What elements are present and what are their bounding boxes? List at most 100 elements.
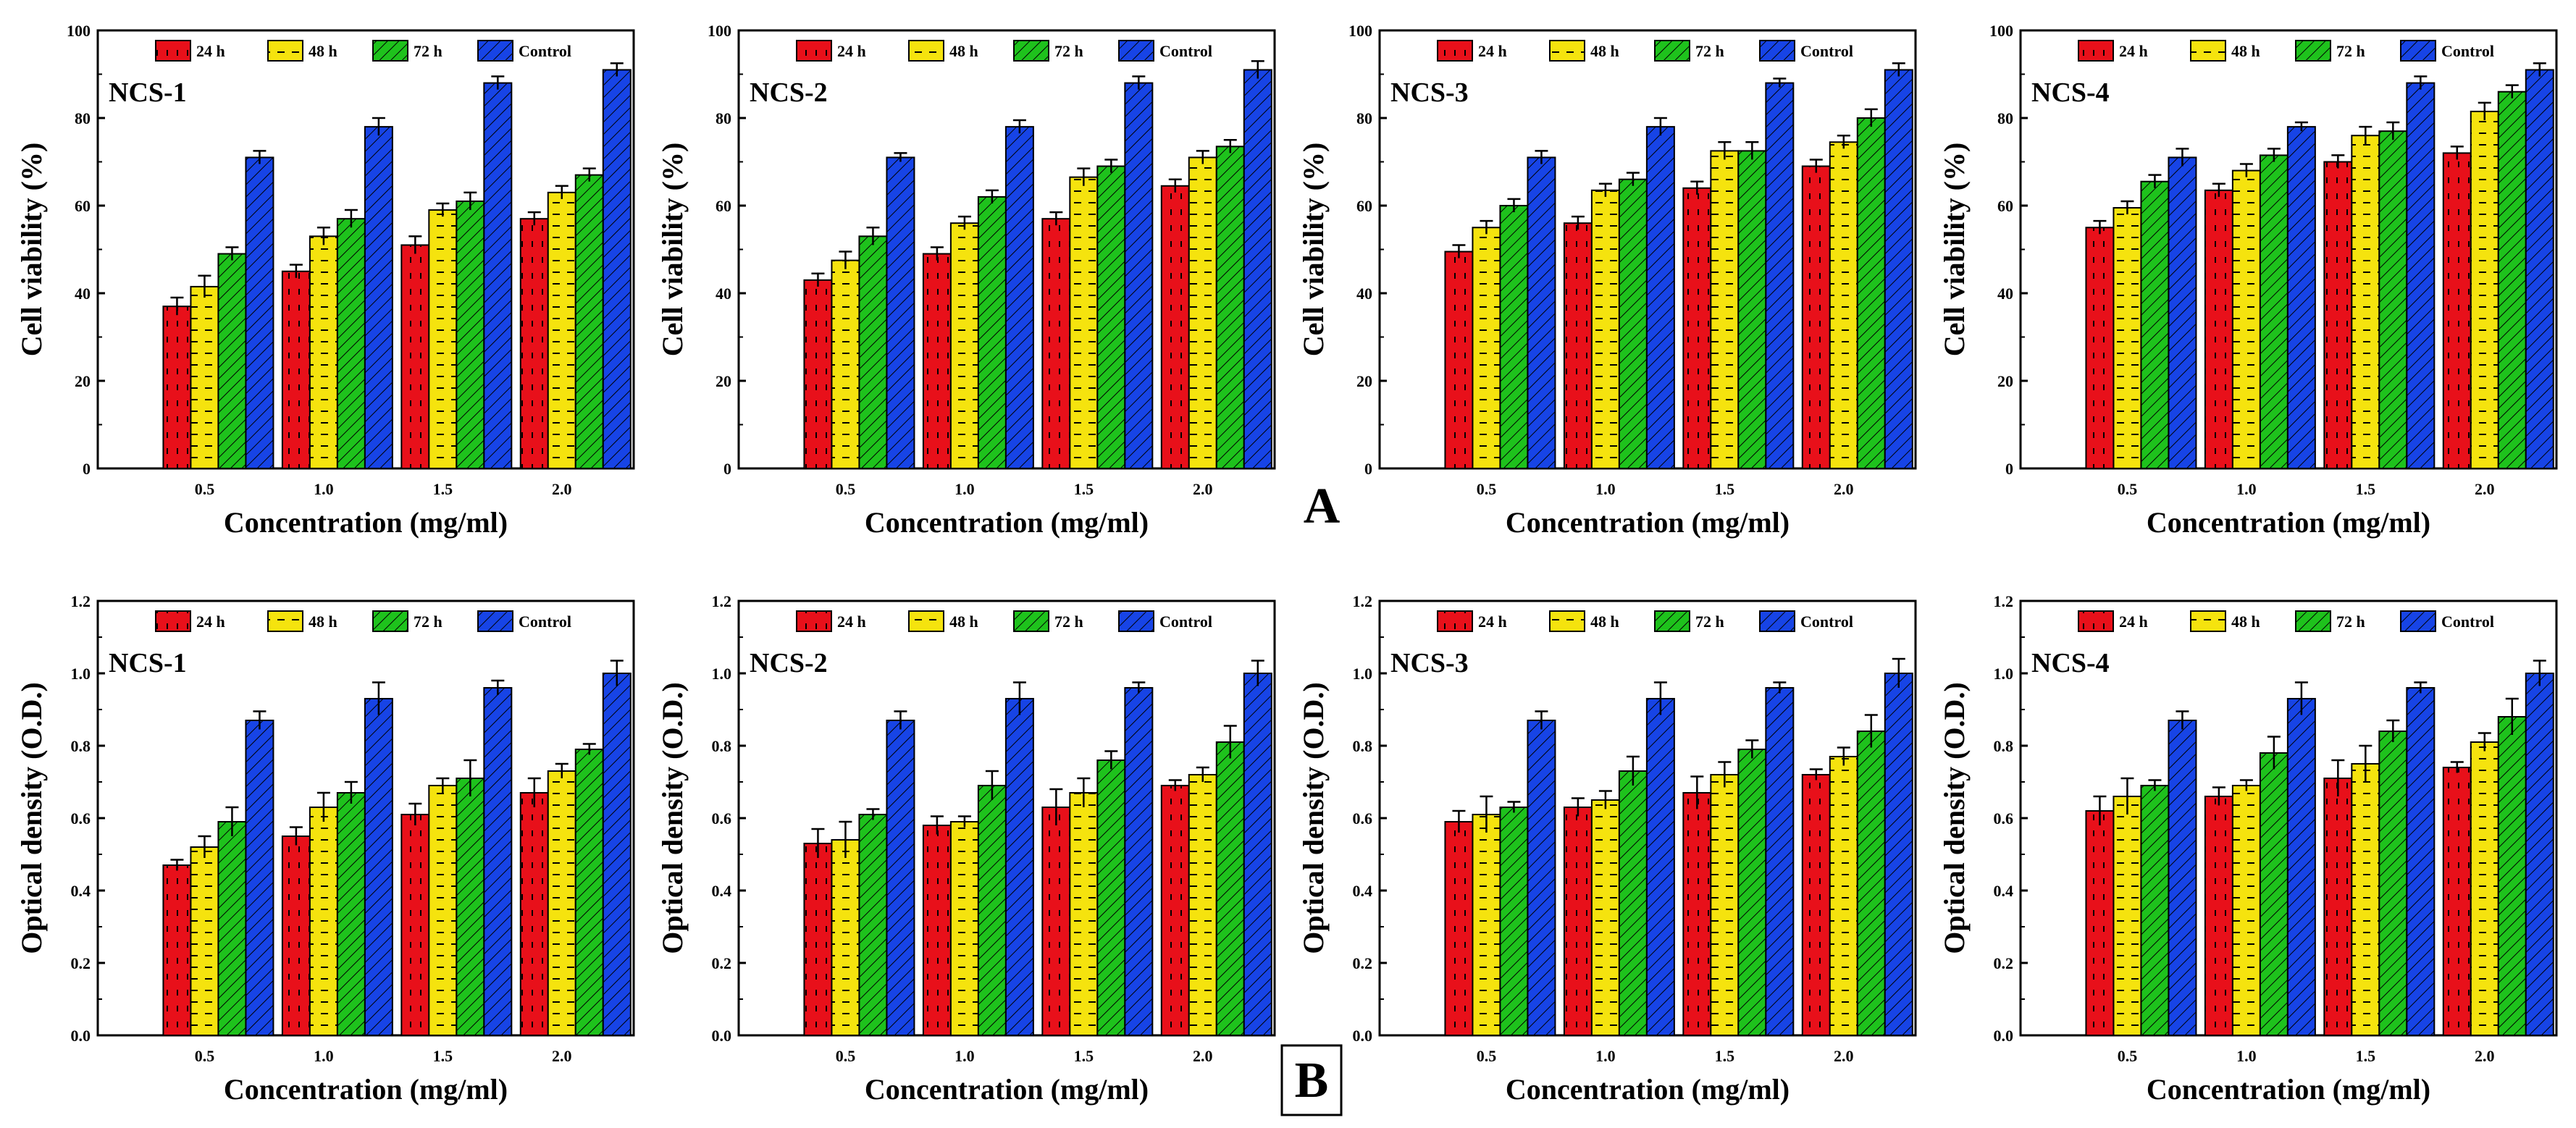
legend-label-control: Control bbox=[1159, 613, 1212, 631]
bar-pattern-24h bbox=[1161, 185, 1189, 468]
bar-pattern-72h bbox=[2498, 717, 2526, 1035]
bar-pattern-24h bbox=[2086, 811, 2114, 1035]
bar-pattern-control bbox=[1646, 127, 1674, 468]
legend-pattern-72h bbox=[1014, 611, 1049, 631]
bar-pattern-48h bbox=[190, 286, 219, 468]
legend-label-72h: 72 h bbox=[1695, 42, 1724, 60]
bar-pattern-control bbox=[1884, 70, 1913, 468]
bar-pattern-48h bbox=[950, 822, 978, 1035]
legend-label-control: Control bbox=[519, 42, 571, 60]
y-tick-label: 1.0 bbox=[1353, 665, 1373, 683]
panel-title: NCS-2 bbox=[750, 648, 828, 678]
legend-pattern-control bbox=[1119, 41, 1154, 61]
legend-label-48h: 48 h bbox=[1590, 42, 1619, 60]
bar-pattern-control bbox=[2407, 688, 2435, 1035]
bar-pattern-48h bbox=[2232, 786, 2260, 1035]
legend-label-24h: 24 h bbox=[2119, 42, 2148, 60]
y-tick-label: 40 bbox=[75, 285, 91, 303]
chart-panel-5: 0.0 0.2 0.4 0.6 0.8 1.0 1.2 Optical density (O.… bbox=[15, 592, 635, 1106]
x-tick-label: 2.0 bbox=[1193, 1047, 1213, 1065]
bar-pattern-72h bbox=[2141, 181, 2169, 468]
legend-pattern-24h bbox=[2078, 41, 2113, 61]
panel-title: NCS-4 bbox=[2031, 648, 2110, 678]
x-tick-label: 1.0 bbox=[314, 480, 334, 498]
x-tick-label: 1.0 bbox=[2236, 1047, 2257, 1065]
x-axis-label: Concentration (mg/ml) bbox=[865, 1073, 1149, 1106]
bar-pattern-control bbox=[246, 720, 274, 1035]
legend-pattern-72h bbox=[373, 41, 408, 61]
y-tick-label: 1.0 bbox=[1994, 665, 2014, 683]
bar-pattern-control bbox=[886, 157, 915, 468]
legend-pattern-72h bbox=[2296, 41, 2330, 61]
bar-pattern-24h bbox=[1564, 807, 1592, 1035]
bar-pattern-72h bbox=[1857, 731, 1885, 1035]
x-tick-label: 0.5 bbox=[2118, 1047, 2138, 1065]
legend-label-control: Control bbox=[1800, 613, 1853, 631]
y-tick-label: 0.0 bbox=[71, 1027, 91, 1045]
x-tick-label: 2.0 bbox=[1834, 1047, 1854, 1065]
bar-pattern-72h bbox=[859, 815, 887, 1035]
legend-label-72h: 72 h bbox=[2336, 613, 2365, 631]
panel-title: NCS-2 bbox=[750, 77, 828, 108]
bar-pattern-48h bbox=[1711, 151, 1739, 468]
x-tick-label: 0.5 bbox=[2118, 480, 2138, 498]
bar-pattern-control bbox=[2525, 70, 2554, 468]
y-tick-label: 0.6 bbox=[1353, 809, 1373, 828]
bar-pattern-24h bbox=[401, 245, 429, 468]
bar-pattern-48h bbox=[309, 236, 337, 468]
x-tick-label: 0.5 bbox=[836, 480, 856, 498]
y-tick-label: 1.2 bbox=[1353, 592, 1373, 610]
bar-pattern-48h bbox=[1472, 815, 1501, 1035]
y-tick-label: 100 bbox=[67, 22, 91, 40]
bar-pattern-48h bbox=[831, 260, 860, 468]
legend-label-control: Control bbox=[2441, 613, 2494, 631]
x-tick-label: 1.5 bbox=[1715, 1047, 1735, 1065]
bar-pattern-72h bbox=[1097, 166, 1125, 469]
legend-pattern-72h bbox=[1655, 41, 1690, 61]
bar-pattern-48h bbox=[2470, 742, 2499, 1035]
bar-pattern-control bbox=[1125, 688, 1153, 1035]
bar-pattern-24h bbox=[1683, 188, 1711, 468]
legend-label-24h: 24 h bbox=[2119, 613, 2148, 631]
legend-pattern-72h bbox=[2296, 611, 2330, 631]
bar-pattern-48h bbox=[1829, 142, 1858, 468]
y-axis-label: Cell viability (%) bbox=[1938, 143, 1971, 357]
bar-pattern-48h bbox=[2351, 764, 2380, 1035]
bar-pattern-48h bbox=[1472, 227, 1501, 468]
bar-pattern-control bbox=[1125, 83, 1153, 469]
bar-pattern-72h bbox=[1500, 206, 1528, 468]
y-tick-label: 0.4 bbox=[1994, 882, 2014, 900]
legend-pattern-48h bbox=[909, 41, 944, 61]
y-axis-label: Cell viability (%) bbox=[1297, 143, 1330, 357]
legend-pattern-24h bbox=[156, 611, 190, 631]
bar-pattern-control bbox=[246, 157, 274, 468]
bar-pattern-48h bbox=[547, 771, 576, 1035]
panel-title: NCS-3 bbox=[1390, 648, 1469, 678]
x-axis-label: Concentration (mg/ml) bbox=[224, 1073, 508, 1106]
bar-pattern-control bbox=[2287, 699, 2315, 1035]
figure-label-b: B bbox=[1295, 1053, 1329, 1108]
bar-pattern-48h bbox=[1829, 757, 1858, 1035]
legend-label-72h: 72 h bbox=[414, 613, 442, 631]
bar-pattern-48h bbox=[1591, 190, 1619, 468]
bar-pattern-48h bbox=[2113, 796, 2141, 1035]
legend-pattern-48h bbox=[909, 611, 944, 631]
legend-pattern-24h bbox=[797, 41, 831, 61]
bar-pattern-24h bbox=[1802, 775, 1830, 1035]
bar-pattern-72h bbox=[456, 778, 484, 1035]
bar-pattern-72h bbox=[575, 174, 603, 468]
x-tick-label: 2.0 bbox=[2475, 480, 2495, 498]
y-tick-label: 80 bbox=[1356, 109, 1372, 127]
legend-pattern-24h bbox=[1438, 611, 1472, 631]
y-tick-label: 0.6 bbox=[71, 809, 91, 828]
legend-pattern-48h bbox=[2191, 611, 2225, 631]
bar-pattern-72h bbox=[978, 196, 1006, 468]
legend-pattern-48h bbox=[1550, 611, 1585, 631]
bar-pattern-72h bbox=[2141, 786, 2169, 1035]
legend-label-control: Control bbox=[519, 613, 571, 631]
bar-pattern-48h bbox=[309, 807, 337, 1035]
bar-pattern-72h bbox=[1216, 742, 1244, 1035]
legend-pattern-72h bbox=[373, 611, 408, 631]
bar-pattern-24h bbox=[804, 843, 832, 1035]
bar-pattern-48h bbox=[950, 223, 978, 468]
